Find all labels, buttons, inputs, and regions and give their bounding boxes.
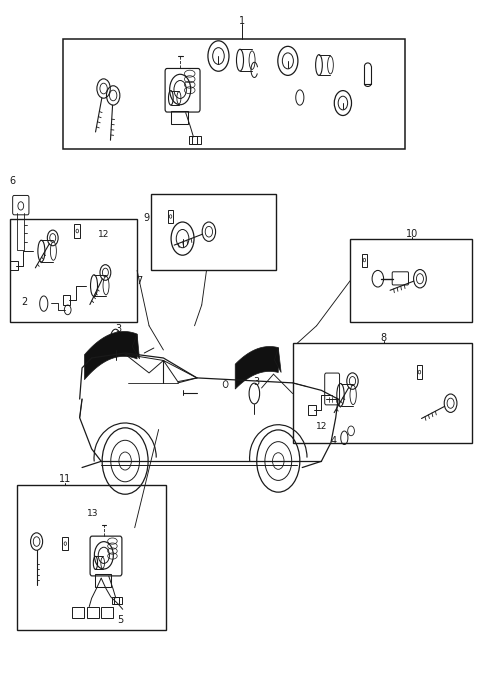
Text: 8: 8 xyxy=(381,333,387,342)
Bar xyxy=(361,254,367,267)
Text: 4: 4 xyxy=(330,437,336,446)
Text: 7: 7 xyxy=(136,277,143,286)
Bar xyxy=(308,405,316,415)
Polygon shape xyxy=(275,348,281,373)
Bar xyxy=(74,224,80,238)
Bar xyxy=(114,597,122,604)
Text: 1: 1 xyxy=(240,17,245,26)
Bar xyxy=(192,136,201,144)
Bar xyxy=(72,606,84,617)
Bar xyxy=(17,485,166,630)
Text: 13: 13 xyxy=(87,509,99,518)
Bar xyxy=(111,597,120,604)
Bar xyxy=(63,295,71,305)
Text: 10: 10 xyxy=(406,229,419,239)
Text: 9: 9 xyxy=(143,213,149,223)
Text: 3: 3 xyxy=(254,378,260,387)
Text: 12: 12 xyxy=(98,230,109,239)
Polygon shape xyxy=(235,346,278,389)
Bar xyxy=(350,239,472,322)
Bar xyxy=(11,261,18,270)
Bar xyxy=(152,194,276,270)
Bar xyxy=(417,365,422,379)
Text: 6: 6 xyxy=(10,175,16,186)
Bar xyxy=(62,537,68,550)
Text: 5: 5 xyxy=(117,615,123,624)
Bar xyxy=(101,606,113,617)
Bar xyxy=(168,210,173,223)
Bar xyxy=(63,39,405,150)
Text: 3: 3 xyxy=(115,324,121,334)
Text: 2: 2 xyxy=(22,297,28,306)
Text: 12: 12 xyxy=(316,421,327,430)
Polygon shape xyxy=(84,331,137,380)
Bar xyxy=(293,343,472,444)
Bar xyxy=(87,606,99,617)
Bar xyxy=(96,574,111,587)
Bar xyxy=(189,136,197,144)
Bar xyxy=(10,218,137,322)
Bar xyxy=(171,111,188,125)
Text: 11: 11 xyxy=(59,474,72,484)
Polygon shape xyxy=(132,334,140,359)
